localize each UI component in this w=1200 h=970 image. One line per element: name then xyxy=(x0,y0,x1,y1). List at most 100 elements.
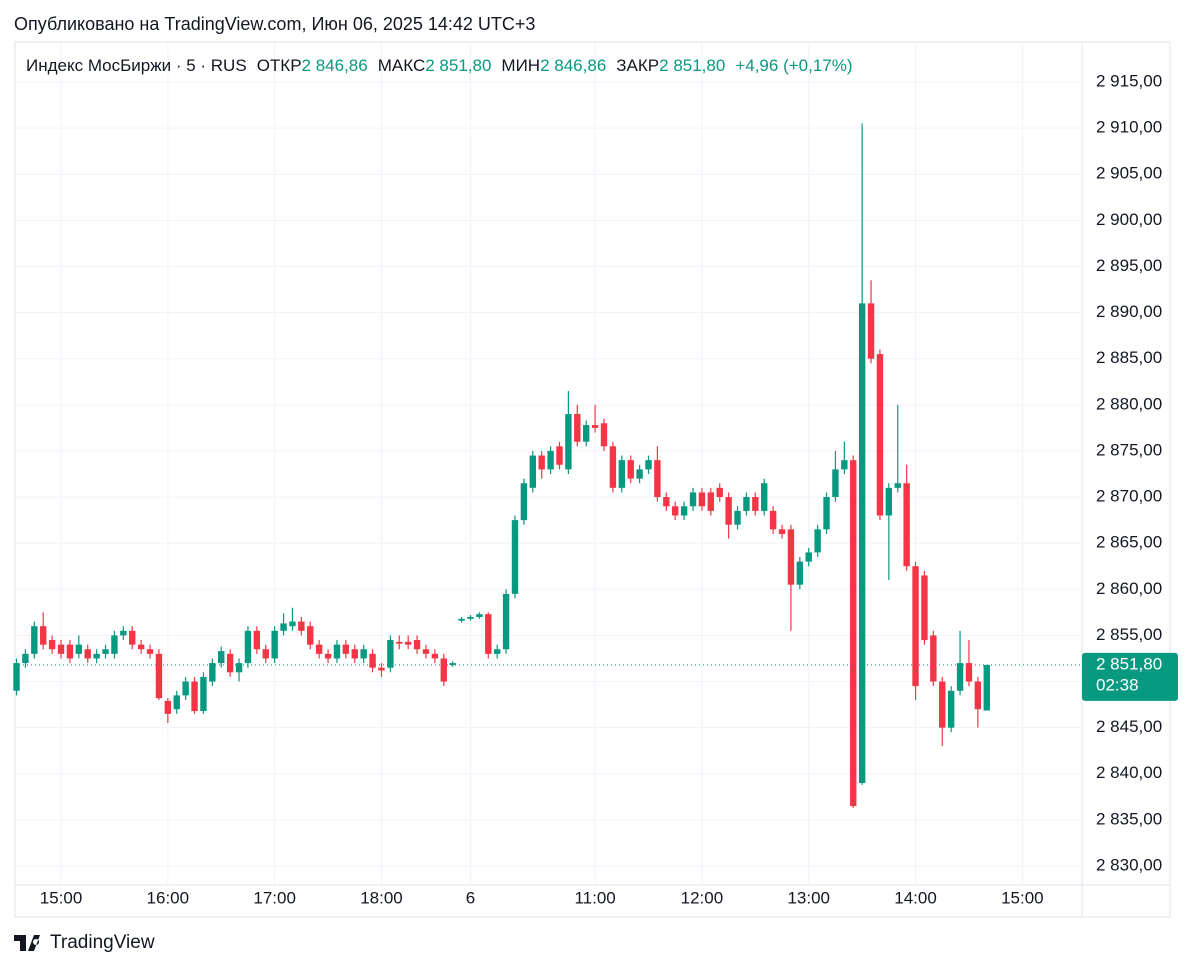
candle-body xyxy=(689,492,697,507)
candle-body xyxy=(155,653,163,699)
candle-body xyxy=(734,510,741,525)
candle-body xyxy=(111,635,118,654)
brand-name: TradingView xyxy=(50,932,155,953)
candle-body xyxy=(467,616,474,619)
candle-body xyxy=(226,653,234,673)
ohlc-label: ОТКР xyxy=(256,56,302,75)
candle-body xyxy=(31,626,38,654)
candle-body xyxy=(672,506,679,516)
symbol: Индекс МосБиржи · 5 · RUS xyxy=(26,56,247,75)
candle-body xyxy=(280,623,287,631)
candle-body xyxy=(182,681,189,696)
candle-body xyxy=(173,695,180,710)
x-tick-label: 15:00 xyxy=(40,888,83,907)
x-tick-label: 13:00 xyxy=(787,888,830,907)
candle-body xyxy=(850,460,857,807)
candle-body xyxy=(40,626,47,645)
candle-body xyxy=(342,644,350,654)
candle-body xyxy=(725,497,732,525)
x-tick-label: 6 xyxy=(466,888,475,907)
candle-body xyxy=(832,469,839,498)
candle-body xyxy=(939,681,946,728)
candle-body xyxy=(787,529,795,585)
candle-body xyxy=(645,460,652,470)
candle-body xyxy=(485,614,492,654)
candle-body xyxy=(422,649,430,654)
candle-body xyxy=(315,644,323,654)
candle-body xyxy=(698,492,706,507)
candle-body xyxy=(903,483,910,567)
x-tick-label: 17:00 xyxy=(253,888,296,907)
x-tick-label: 16:00 xyxy=(147,888,190,907)
change: +4,96 (+0,17%) xyxy=(735,56,853,75)
candle-body xyxy=(867,303,875,359)
candle-body xyxy=(805,552,812,562)
candle-body xyxy=(778,529,786,534)
candle-body xyxy=(13,663,20,691)
candle-body xyxy=(752,497,759,511)
candle-body xyxy=(858,303,866,783)
candle-body xyxy=(956,663,964,691)
candle-body xyxy=(556,446,563,465)
y-tick-label: 2 885,00 xyxy=(1096,348,1162,367)
candle-body xyxy=(102,649,109,654)
candle-body xyxy=(823,497,830,530)
y-tick-label: 2 875,00 xyxy=(1096,440,1162,459)
y-tick-label: 2 895,00 xyxy=(1096,256,1162,275)
y-tick-label: 2 910,00 xyxy=(1096,118,1162,137)
candle-body xyxy=(894,483,901,488)
ohlc-value: 2 846,86 xyxy=(540,56,607,75)
candle-body xyxy=(289,621,296,627)
candle-body xyxy=(48,640,56,650)
candle-body xyxy=(600,423,608,447)
candle-body xyxy=(22,653,29,664)
y-tick-label: 2 890,00 xyxy=(1096,302,1162,321)
candle-body xyxy=(431,653,439,659)
y-tick-label: 2 835,00 xyxy=(1096,809,1162,828)
ohlc-value: 2 851,80 xyxy=(659,56,726,75)
candle-body xyxy=(458,618,465,621)
candle-body xyxy=(983,664,990,711)
candle-body xyxy=(841,460,848,470)
y-tick-label: 2 855,00 xyxy=(1096,625,1162,644)
ohlc-label: МИН xyxy=(501,56,541,75)
candle-body xyxy=(680,506,688,516)
candle-body xyxy=(333,644,341,659)
candle-body xyxy=(538,455,545,470)
candle-body xyxy=(636,469,643,479)
ohlc-value: 2 851,80 xyxy=(425,56,492,75)
x-tick-label: 15:00 xyxy=(1001,888,1044,907)
candle-body xyxy=(235,663,243,673)
candle-body xyxy=(974,681,982,710)
candle-body xyxy=(663,497,670,507)
x-tick-label: 11:00 xyxy=(574,888,615,907)
candle-body xyxy=(511,520,519,594)
candle-body xyxy=(529,455,536,488)
candle-body xyxy=(493,649,501,654)
y-tick-label: 2 840,00 xyxy=(1096,763,1162,782)
y-tick-label: 2 900,00 xyxy=(1096,210,1162,229)
candle-body xyxy=(547,450,554,470)
ohlc-label: ЗАКР xyxy=(616,56,660,75)
candle-body xyxy=(912,566,919,687)
candle-body xyxy=(814,529,821,553)
candle-body xyxy=(120,630,127,636)
legend-header: Индекс МосБиржи · 5 · RUS ОТКР 2 846,86 МА… xyxy=(26,56,863,76)
candle-body xyxy=(351,649,358,659)
candle-body xyxy=(449,663,456,665)
candle-body xyxy=(440,658,447,682)
candle-body xyxy=(743,497,750,511)
candle-body xyxy=(369,653,376,668)
candle-body xyxy=(502,593,510,650)
candle-body xyxy=(876,354,884,516)
y-tick-label: 2 865,00 xyxy=(1096,533,1162,552)
y-tick-label: 2 880,00 xyxy=(1096,394,1162,413)
candle-body xyxy=(378,667,385,671)
candle-body xyxy=(57,644,65,654)
candle-body xyxy=(298,621,305,631)
chart-border xyxy=(14,41,1171,918)
candle-body xyxy=(84,649,91,659)
candle-body xyxy=(75,644,83,654)
